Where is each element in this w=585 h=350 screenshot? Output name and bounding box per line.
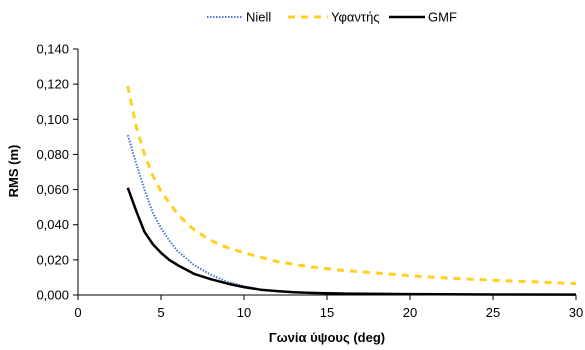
series-line-niell [126,134,344,295]
x-tick-label: 25 [486,305,500,320]
y-tick-label: 0,080 [36,147,69,162]
y-axis-title: RMS (m) [6,145,21,198]
y-tick-label: 0,020 [36,252,69,267]
legend: Niell Υφαντής GMF [207,10,457,25]
x-tick-label: 30 [569,305,583,320]
y-tick-label: 0,060 [36,182,69,197]
x-axis-title: Γωνία ύψους (deg) [269,330,385,345]
series-line-υφαντής [126,85,577,286]
legend-label: GMF [428,10,457,25]
x-axis: 0 5 10 15 20 25 30 [74,294,583,320]
series-line-gmf [126,187,577,296]
y-axis: 0,000 0,020 0,040 0,060 0,080 0,100 0,120 0,140 [36,42,79,303]
legend-item-niell: Niell [207,10,271,25]
y-tick-label: 0,120 [36,77,69,92]
series-layer [126,85,577,296]
y-tick-label: 0,040 [36,217,69,232]
x-tick-label: 10 [237,305,251,320]
y-tick-label: 0,100 [36,112,69,127]
y-tick-label: 0,140 [36,42,69,57]
x-tick-label: 5 [157,305,164,320]
x-tick-label: 0 [74,305,81,320]
x-tick-label: 20 [403,305,417,320]
legend-label: Niell [246,10,271,25]
legend-label: Υφαντής [331,10,380,25]
legend-item-gmf: GMF [389,10,457,25]
y-tick-label: 0,000 [36,288,69,303]
legend-item-υφαντής: Υφαντής [288,10,380,25]
x-tick-label: 15 [320,305,334,320]
